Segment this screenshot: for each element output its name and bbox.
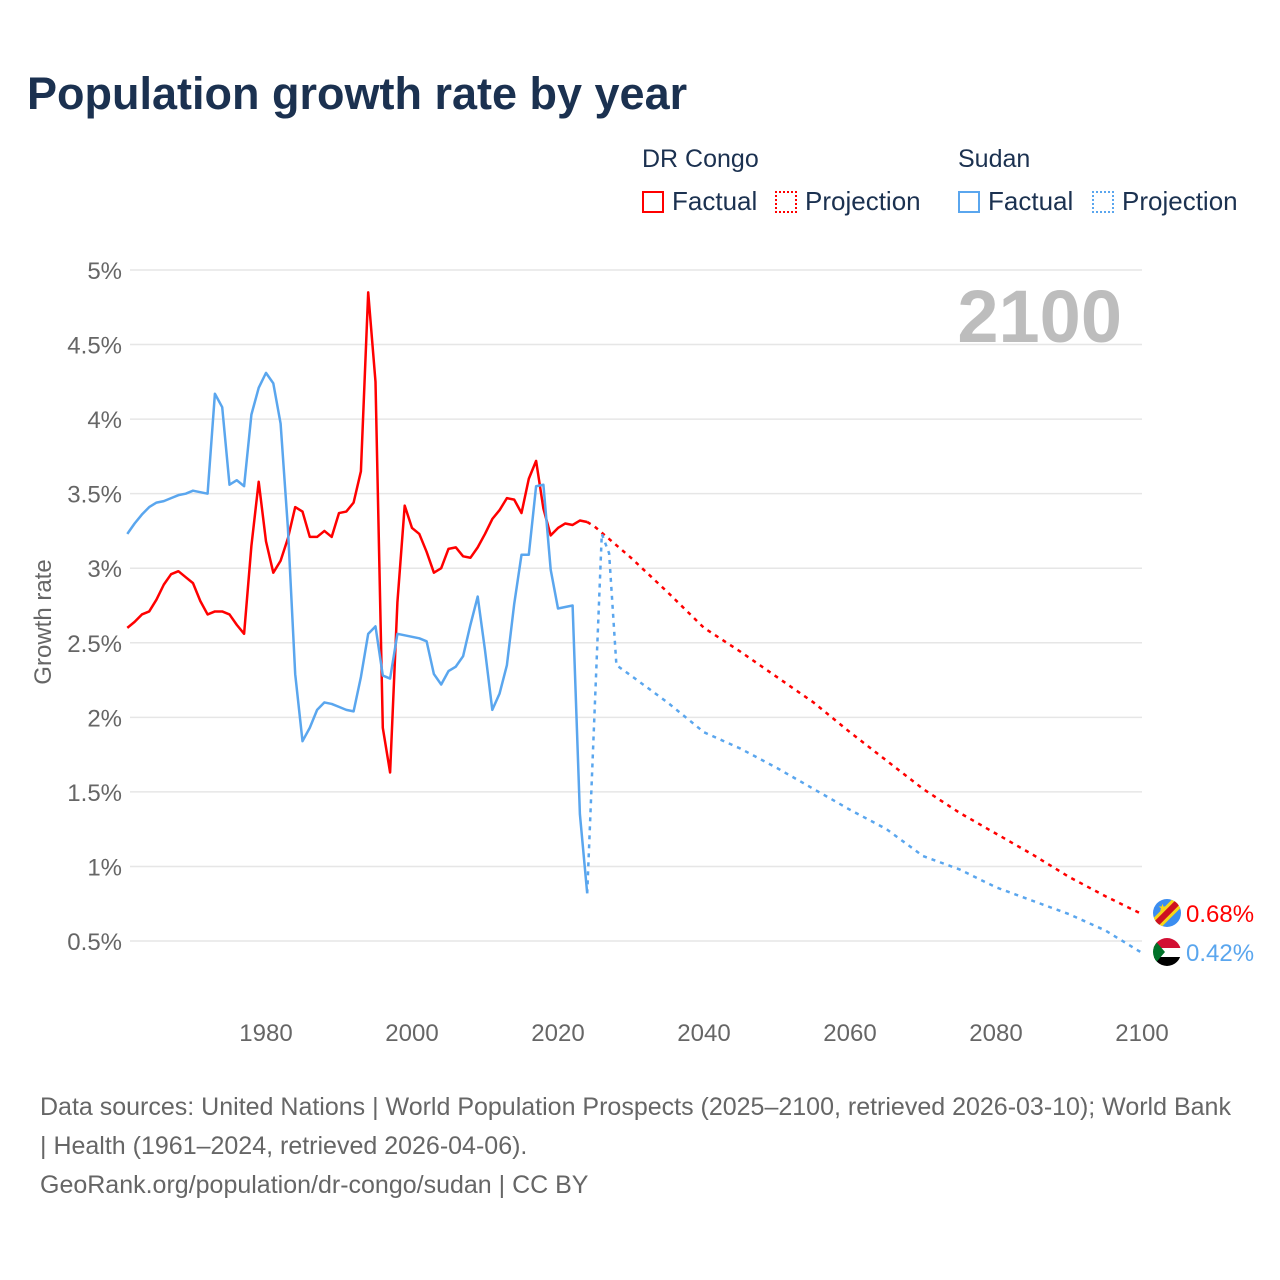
x-tick-label: 1980: [239, 1020, 292, 1047]
legend-drc-factual[interactable]: Factual: [642, 186, 757, 217]
y-tick-label: 3%: [87, 556, 122, 583]
legend-sudan-factual[interactable]: Factual: [958, 186, 1073, 217]
y-tick-label: 2%: [87, 705, 122, 732]
solid-swatch-icon: [642, 191, 664, 213]
svg-text:★: ★: [1158, 903, 1167, 914]
projection-line-drc: [586, 520, 1143, 916]
legend-group-drc: DR Congo: [642, 145, 759, 173]
y-tick-label: 2.5%: [67, 631, 122, 658]
x-tick-label: 2060: [823, 1020, 876, 1047]
line-chart: 0.5% 1% 1.5% 2% 2.5% 3% 3.5% 4% 4.5% 5% 1980 2000 20…: [30, 258, 1254, 1047]
footer: Data sources: United Nations | World Pop…: [40, 1088, 1240, 1205]
y-tick-label: 4.5%: [67, 333, 122, 360]
legend-label: Projection: [1122, 186, 1238, 216]
data-sources: Data sources: United Nations | World Pop…: [40, 1093, 1231, 1160]
factual-line-drc: [126, 291, 588, 774]
y-tick-label: 3.5%: [67, 482, 122, 509]
legend-label: Factual: [672, 186, 758, 216]
dotted-swatch-icon: [775, 191, 797, 213]
legend-label: Factual: [988, 186, 1074, 216]
legend-label: Projection: [805, 186, 921, 216]
drc-flag-icon: ★: [1153, 899, 1181, 927]
x-tick-label: 2040: [677, 1020, 730, 1047]
credit-link[interactable]: GeoRank.org/population/dr-congo/sudan | …: [40, 1171, 589, 1199]
y-tick-label: 4%: [87, 407, 122, 434]
chart-title: Population growth rate by year: [27, 68, 688, 119]
sudan-flag-icon: [1153, 938, 1181, 966]
factual-line-sudan: [126, 371, 589, 894]
x-tick-label: 2020: [531, 1020, 584, 1047]
end-value-label: 0.68%: [1186, 901, 1254, 928]
y-tick-label: 5%: [87, 258, 122, 285]
end-value-label: 0.42%: [1186, 940, 1254, 967]
dotted-swatch-icon: [1092, 191, 1114, 213]
y-tick-label: 1.5%: [67, 780, 122, 807]
legend-drc-projection[interactable]: Projection: [775, 186, 921, 217]
x-tick-label: 2080: [969, 1020, 1022, 1047]
legend-group-sudan: Sudan: [958, 145, 1031, 173]
projection-line-sudan: [585, 533, 1143, 954]
legend-sudan-projection[interactable]: Projection: [1092, 186, 1238, 217]
x-tick-label: 2000: [385, 1020, 438, 1047]
y-tick-label: 0.5%: [67, 929, 122, 956]
y-axis-label: Growth rate: [30, 559, 57, 684]
solid-swatch-icon: [958, 191, 980, 213]
year-watermark: 2100: [957, 275, 1122, 358]
x-tick-label: 2100: [1115, 1020, 1168, 1047]
y-tick-label: 1%: [87, 854, 122, 881]
